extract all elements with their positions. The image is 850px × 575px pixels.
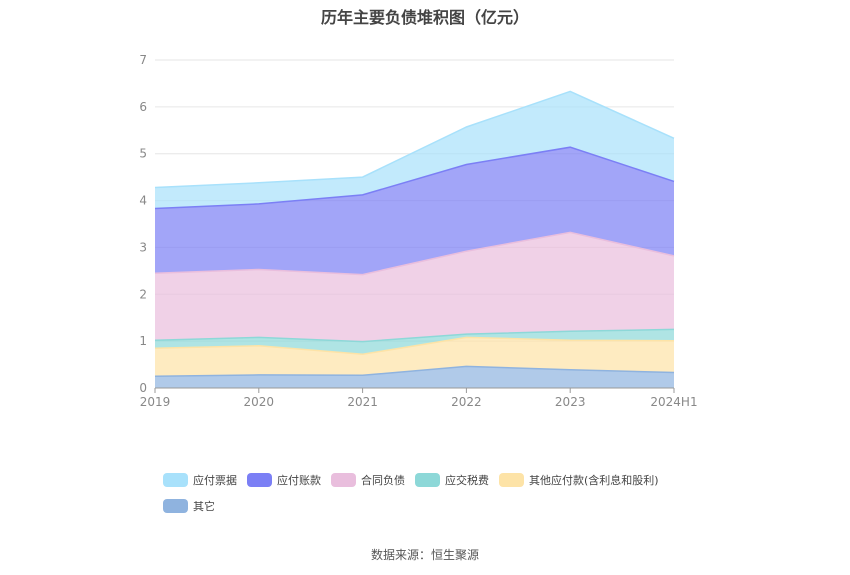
legend-item[interactable]: 应付票据: [163, 472, 237, 488]
y-tick-label: 2: [139, 287, 147, 301]
y-tick-label: 7: [139, 53, 147, 67]
x-tick-label: 2023: [555, 395, 586, 409]
area-应付票据: [155, 91, 674, 209]
legend-swatch: [247, 473, 272, 487]
axes: 0 1 2 3 4 5 6 7 2019 2020 2021 2022 2023 2024H1: [139, 53, 697, 409]
line-应付账款: [154, 146, 675, 210]
y-tick-label: 1: [139, 334, 147, 348]
line-应交税费: [154, 328, 675, 343]
legend-item[interactable]: 其他应付款(含利息和股利): [499, 472, 659, 488]
x-tick-label: 2024H1: [650, 395, 697, 409]
y-tick-label: 4: [139, 194, 147, 208]
series-lines: [154, 90, 675, 378]
area-其他应付款(含利息和股利): [155, 337, 674, 377]
legend-swatch: [331, 473, 356, 487]
legend-label: 其他应付款(含利息和股利): [529, 474, 659, 487]
legend-item[interactable]: 合同负债: [331, 472, 405, 488]
legend-item[interactable]: 其它: [163, 498, 215, 514]
line-其它: [154, 365, 675, 378]
line-合同负债: [154, 231, 675, 276]
area-合同负债: [155, 232, 674, 342]
chart-legend: 应付票据 应付账款 合同负债 应交税费 其他应付款(含利息和股利) 其它: [163, 472, 723, 524]
legend-item[interactable]: 应付账款: [247, 472, 321, 488]
line-其他应付款(含利息和股利): [154, 336, 675, 356]
y-tick-label: 3: [139, 240, 147, 254]
legend-label: 合同负债: [361, 474, 405, 487]
legend-label: 其它: [193, 500, 215, 513]
legend-swatch: [415, 473, 440, 487]
line-应付票据: [154, 90, 675, 189]
legend-label: 应交税费: [445, 474, 489, 487]
area-其它: [155, 366, 674, 388]
legend-swatch: [163, 473, 188, 487]
legend-label: 应付账款: [277, 474, 321, 487]
legend-item[interactable]: 应交税费: [415, 472, 489, 488]
area-应交税费: [155, 329, 674, 355]
area-series: [155, 91, 674, 388]
chart-title: 历年主要负债堆积图（亿元）: [320, 8, 529, 27]
y-tick-label: 5: [139, 147, 147, 161]
legend-label: 应付票据: [193, 474, 237, 487]
legend-swatch: [499, 473, 524, 487]
x-tick-label: 2020: [244, 395, 275, 409]
x-tick-label: 2022: [451, 395, 482, 409]
legend-swatch: [163, 499, 188, 513]
data-source: 数据来源：恒生聚源: [370, 548, 479, 562]
area-应付账款: [155, 147, 674, 275]
y-tick-label: 6: [139, 100, 147, 114]
x-tick-label: 2019: [140, 395, 171, 409]
y-tick-label: 0: [139, 381, 147, 395]
x-tick-label: 2021: [347, 395, 378, 409]
